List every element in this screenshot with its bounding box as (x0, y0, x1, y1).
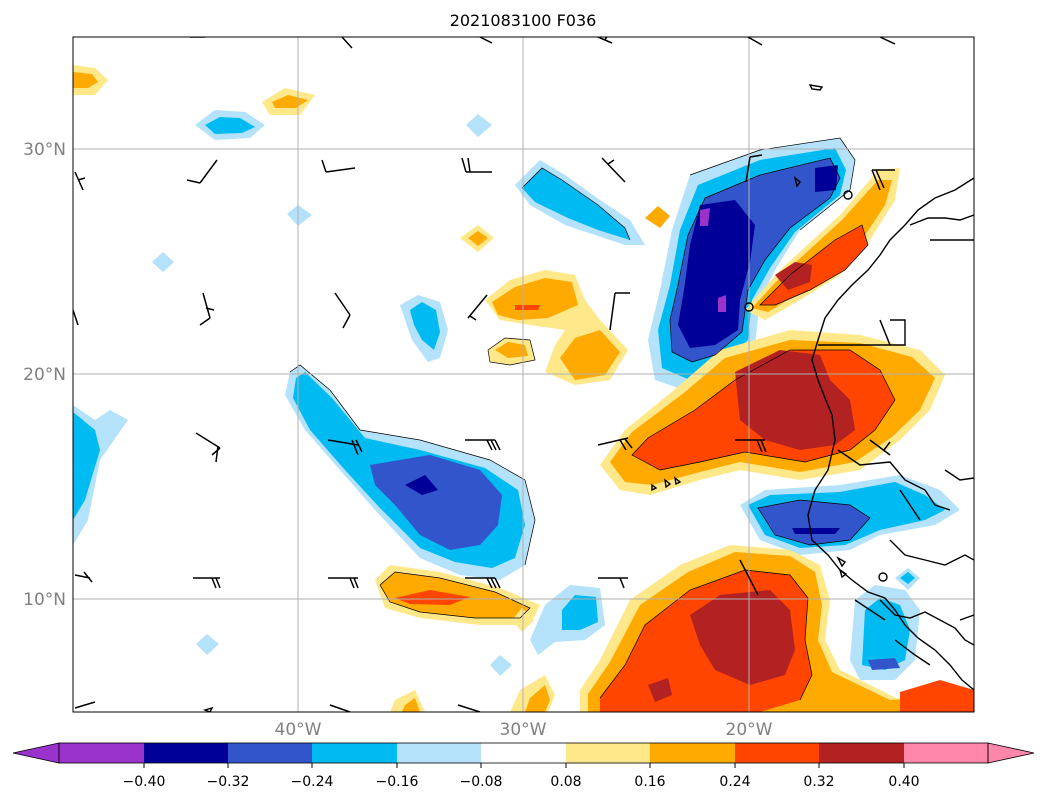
wind-barb (597, 437, 633, 451)
colorbar-frame (58, 742, 989, 764)
coastline (202, 84, 974, 712)
wind-barb (73, 309, 79, 326)
colorbar-segment (650, 743, 735, 763)
lon-label-30w: 30°W (500, 720, 547, 740)
wind-barb (479, 37, 493, 44)
negative-anomaly-region-ne (648, 138, 855, 392)
wind-barb (735, 439, 767, 453)
colorbar-segment (144, 743, 228, 763)
wind-barb (321, 159, 356, 173)
colorbar: −0.40 −0.32 −0.24 −0.16 −0.08 0.08 0.16 … (12, 742, 1035, 790)
wind-barb (74, 701, 96, 709)
colorbar-extend-low (12, 742, 60, 764)
colorbar-label: 0.16 (634, 774, 665, 790)
colorbar-segment (735, 743, 819, 763)
wind-barb (879, 319, 891, 346)
negative-anomaly-region-central (285, 365, 535, 580)
colorbar-label: −0.32 (207, 774, 250, 790)
colorbar-segment (228, 743, 312, 763)
colorbar-label: 0.40 (888, 774, 919, 790)
wind-barb (747, 37, 763, 46)
wind-barb (328, 577, 359, 589)
lat-label-30n: 30°N (23, 140, 66, 160)
positive-anomaly-region-ne (645, 168, 900, 320)
positive-anomaly-region-saharan (600, 330, 945, 495)
wind-barb (739, 559, 759, 596)
colorbar-segment (481, 743, 566, 763)
colorbar-label: 0.08 (550, 774, 581, 790)
lat-label-10n: 10°N (23, 590, 66, 610)
wind-barb (457, 704, 481, 712)
wind-barbs (73, 37, 896, 712)
wind-barb (465, 439, 501, 451)
anomaly-contour-lines (289, 137, 896, 701)
wind-barb (193, 577, 221, 589)
negative-anomaly-region-se (740, 475, 960, 555)
colorbar-ticks (143, 763, 905, 768)
colorbar-label: −0.16 (376, 774, 419, 790)
lon-label-40w: 40°W (275, 720, 322, 740)
wind-barb (601, 157, 626, 183)
colorbar-segment (397, 743, 481, 763)
wind-barb (334, 292, 351, 329)
map-area (73, 37, 974, 712)
colorbar-label: −0.08 (460, 774, 503, 790)
wind-barb (609, 292, 630, 331)
wind-barb (461, 157, 492, 173)
wind-barb (598, 577, 628, 589)
negative-anomaly-region-small (73, 110, 920, 680)
gridlines (73, 37, 974, 712)
map-frame (72, 36, 975, 713)
colorbar-segment (312, 743, 397, 763)
colorbar-segment (59, 743, 144, 763)
colorbar-extend-high (987, 742, 1035, 764)
wind-barb (74, 171, 86, 191)
colorbar-label: −0.24 (291, 774, 334, 790)
wind-barb (327, 439, 363, 456)
wind-barb (869, 439, 891, 456)
wind-barb (186, 159, 218, 184)
colorbar-segment (819, 743, 904, 763)
wind-barb (329, 704, 351, 712)
wind-barb (597, 37, 613, 44)
wind-barb (199, 292, 215, 326)
wind-barb (879, 37, 896, 45)
wind-barb (871, 169, 895, 191)
colorbar-segment (904, 743, 988, 763)
colorbar-label: 0.32 (803, 774, 834, 790)
positive-anomaly-region-south (580, 545, 974, 712)
colorbar-label: −0.40 (123, 774, 166, 790)
lat-label-20n: 20°N (23, 365, 66, 385)
wind-barb (745, 154, 763, 183)
wind-barb (341, 37, 353, 49)
wind-barb (467, 294, 488, 321)
colorbar-segment (566, 743, 650, 763)
map-title: 2021083100 F036 (450, 11, 597, 30)
wind-barb (74, 571, 93, 583)
wind-barb (195, 432, 221, 463)
colorbar-label: 0.24 (719, 774, 750, 790)
positive-anomaly-region-small (73, 65, 628, 712)
wind-barb (465, 577, 501, 589)
lon-label-20w: 20°W (726, 720, 773, 740)
